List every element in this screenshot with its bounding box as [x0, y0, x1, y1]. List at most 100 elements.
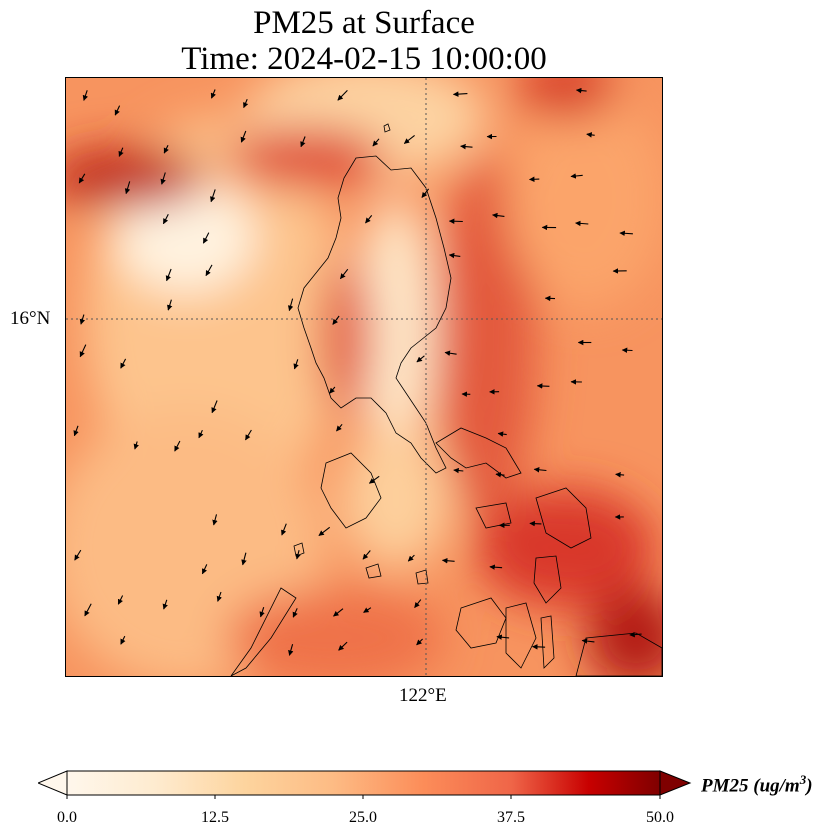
wind-arrow [160, 172, 166, 185]
wind-arrow [210, 89, 216, 99]
wind-arrow [333, 608, 344, 617]
colorbar-gradient [66, 770, 661, 796]
wind-arrow [453, 467, 464, 474]
wind-arrow [165, 268, 172, 282]
wind-arrow [212, 514, 218, 526]
wind-arrow [167, 299, 173, 311]
wind-arrow [533, 467, 547, 473]
wind-arrow [536, 383, 550, 389]
longitude-tick-label: 122°E [399, 685, 447, 706]
coastline-cebu [540, 615, 555, 669]
map-panel [65, 77, 663, 677]
coastline-islet-2 [293, 542, 305, 557]
wind-arrow [407, 554, 415, 562]
wind-arrow [441, 557, 455, 564]
wind-arrow [241, 552, 247, 566]
wind-arrow [117, 595, 124, 605]
wind-arrow [338, 641, 348, 651]
coastline-islet-1 [383, 123, 391, 133]
wind-arrow [281, 523, 287, 536]
wind-arrow [287, 298, 294, 312]
wind-arrow [202, 232, 210, 244]
wind-arrow [529, 520, 542, 527]
wind-arrow [497, 431, 507, 437]
wind-arrow [496, 634, 510, 640]
wind-arrow [295, 550, 301, 560]
wind-arrow [120, 635, 126, 645]
wind-arrow [162, 599, 168, 610]
coastline-mindoro [320, 452, 382, 529]
colorbar-label: PM25 (ug/m3) [701, 772, 813, 797]
wind-arrow [586, 132, 595, 138]
chart-title: PM25 at Surface [253, 5, 475, 41]
wind-arrow [492, 212, 505, 219]
wind-arrow [245, 429, 252, 441]
wind-arrow [82, 90, 88, 101]
wind-arrow [372, 138, 380, 147]
colorbar [38, 770, 692, 799]
wind-arrow [448, 252, 461, 259]
coastline-palawan [230, 587, 297, 676]
wind-arrow [124, 181, 131, 195]
wind-arrow [581, 638, 595, 644]
wind-arrow [532, 644, 546, 650]
coastline-masbate [475, 502, 512, 529]
wind-arrow [210, 189, 216, 203]
wind-arrow [293, 359, 299, 370]
wind-arrow [495, 472, 505, 478]
wind-arrow [114, 105, 121, 116]
wind-arrow [120, 358, 127, 369]
colorbar-tick-label: 0.0 [57, 809, 77, 826]
wind-arrow [403, 134, 415, 144]
wind-arrow [205, 264, 213, 277]
wind-arrow [288, 644, 294, 656]
wind-arrow [162, 213, 169, 225]
latitude-tick-label: 16°N [10, 308, 51, 329]
wind-arrow [74, 549, 82, 561]
wind-arrow [362, 550, 371, 560]
wind-arrow [84, 603, 92, 617]
wind-arrow [570, 173, 583, 179]
wind-arrow [243, 98, 249, 109]
wind-arrow [452, 91, 468, 97]
colorbar-tick-label: 25.0 [349, 809, 377, 826]
wind-arrow [201, 564, 208, 575]
coastlines [230, 123, 662, 676]
coastline-islet-4 [415, 569, 429, 585]
wind-arrow [575, 220, 589, 227]
wind-arrow [163, 144, 169, 154]
coastline-samar [535, 487, 592, 549]
wind-arrow [368, 475, 380, 484]
wind-arrow [444, 350, 457, 356]
wind-arrow [78, 173, 86, 184]
wind-arrow [460, 143, 473, 150]
pm25-field-map [66, 78, 662, 676]
wind-arrow [329, 386, 336, 394]
colorbar-label-units-close: ) [806, 775, 813, 797]
coastline-luzon [297, 155, 452, 474]
wind-arrow [73, 425, 79, 437]
wind-arrow [339, 268, 349, 280]
wind-arrow [174, 440, 181, 452]
wind-arrow [416, 638, 423, 646]
wind-arrow [259, 607, 265, 618]
wind-arrow [211, 400, 218, 414]
colorbar-label-variable: PM25 [701, 775, 754, 797]
wind-arrow [336, 423, 343, 432]
coastline-leyte [533, 555, 562, 604]
colorbar-extend-high [659, 770, 692, 796]
wind-arrow [575, 87, 587, 94]
wind-arrow [216, 591, 222, 602]
chart-subtitle-time: Time: 2024-02-15 10:00:00 [181, 41, 547, 77]
wind-arrow [79, 344, 87, 358]
wind-arrow [300, 136, 306, 148]
wind-arrow [615, 472, 625, 478]
wind-arrow [198, 429, 204, 439]
wind-arrow [133, 441, 139, 450]
coastline-bicol [435, 427, 522, 479]
wind-arrow [416, 355, 425, 363]
wind-arrow [318, 526, 331, 537]
wind-arrow [621, 347, 633, 353]
coastline-panay [455, 597, 507, 649]
colorbar-extend-low [38, 770, 68, 796]
